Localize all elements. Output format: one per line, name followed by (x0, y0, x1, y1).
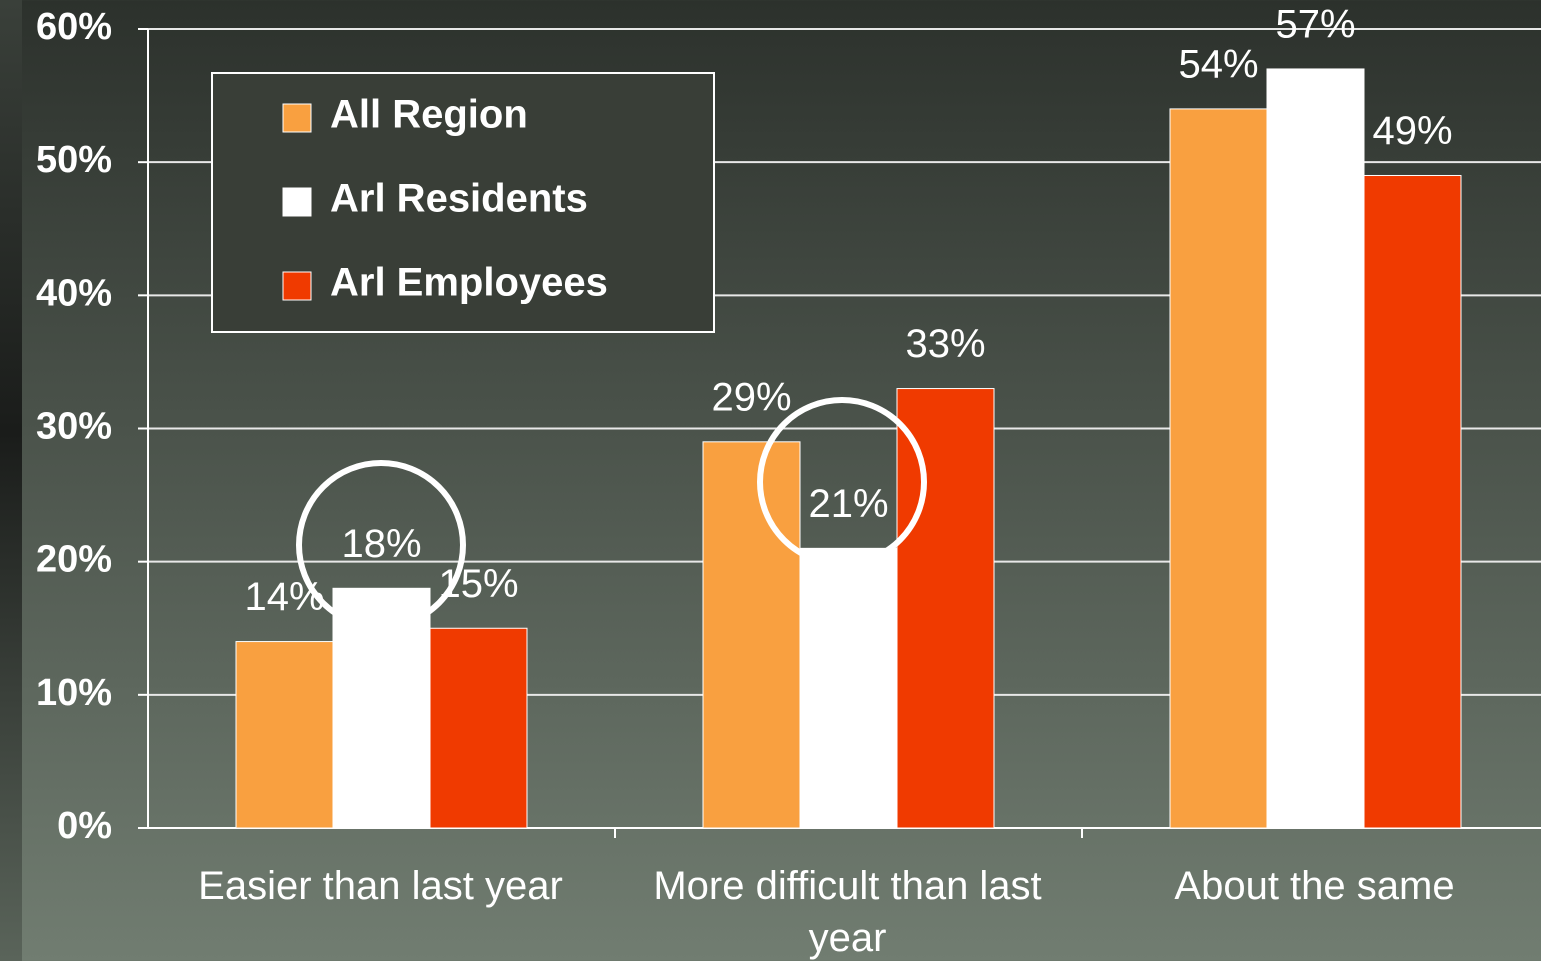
legend-label: Arl Residents (330, 177, 588, 221)
highlight-circle (757, 397, 927, 567)
bar (1169, 108, 1268, 829)
x-tick-label: Easier than last year (198, 864, 563, 908)
bar (896, 388, 995, 829)
x-tick-label: About the same (1174, 864, 1455, 908)
legend-label: All Region (330, 93, 528, 137)
legend-swatch (282, 187, 312, 217)
data-label: 18% (341, 522, 421, 566)
data-label: 14% (244, 575, 324, 619)
data-label: 15% (438, 562, 518, 606)
data-label: 54% (1178, 42, 1258, 86)
data-label: 33% (905, 322, 985, 366)
bar (799, 547, 898, 829)
x-tick-label: More difficult than last year (653, 864, 1042, 960)
data-label: 29% (711, 375, 791, 419)
y-tick-label: 10% (36, 672, 112, 714)
highlight-circle (296, 460, 466, 630)
y-tick-label: 0% (57, 805, 112, 847)
y-tick-label: 20% (36, 539, 112, 581)
data-label: 49% (1372, 109, 1452, 153)
y-tick-label: 40% (36, 272, 112, 314)
legend-swatch (282, 271, 312, 301)
bar (235, 641, 334, 829)
data-label: 57% (1275, 3, 1355, 47)
y-tick-label: 60% (36, 6, 112, 48)
bar (429, 627, 528, 829)
bar (1266, 68, 1365, 829)
bar (702, 441, 801, 829)
side-strip (0, 0, 22, 961)
legend-label: Arl Employees (330, 261, 608, 305)
y-tick-label: 50% (36, 139, 112, 181)
y-tick-label: 30% (36, 406, 112, 448)
legend-swatch (282, 103, 312, 133)
bar (1363, 174, 1462, 829)
data-label: 21% (808, 482, 888, 526)
